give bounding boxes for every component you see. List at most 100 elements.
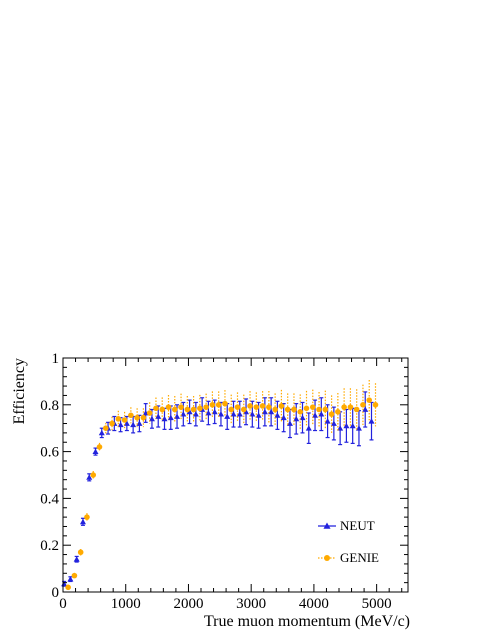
neut-point xyxy=(293,415,300,422)
legend-marker-neut xyxy=(323,522,331,529)
genie-point xyxy=(240,406,247,413)
genie-point xyxy=(353,406,360,413)
genie-point xyxy=(146,410,153,416)
neut-point xyxy=(324,418,331,424)
genie-point xyxy=(347,404,354,410)
genie-point xyxy=(96,444,103,450)
genie-point xyxy=(115,416,122,422)
x-tick-label: 3000 xyxy=(236,596,266,612)
genie-point xyxy=(372,402,379,408)
neut-point xyxy=(337,425,344,431)
axes: 0 1000 2000 3000 4000 5000 0 0.2 0.4 0.6 0.8 1 xyxy=(40,351,409,612)
neut-point xyxy=(136,420,143,426)
genie-point xyxy=(84,514,90,520)
neut-point xyxy=(280,414,287,421)
genie-point xyxy=(102,425,109,432)
x-tick-label: 0 xyxy=(59,596,67,612)
neut-point xyxy=(286,420,293,426)
genie-point xyxy=(171,406,178,413)
neut-point xyxy=(161,415,168,422)
neut-point xyxy=(299,414,306,421)
neut-point xyxy=(305,425,312,431)
neut-point xyxy=(349,422,356,429)
genie-point xyxy=(197,405,203,412)
neut-point xyxy=(73,556,80,562)
x-tick-label: 5000 xyxy=(362,596,392,612)
neut-point xyxy=(268,408,275,415)
genie-point xyxy=(203,404,209,410)
plot-area xyxy=(61,379,379,591)
neut-point xyxy=(192,411,199,417)
genie-point xyxy=(90,472,97,478)
genie-point xyxy=(278,403,285,409)
neut-point xyxy=(224,413,231,419)
genie-point xyxy=(366,397,373,403)
neut-point xyxy=(274,412,281,418)
genie-point xyxy=(209,402,216,408)
neut-point xyxy=(343,422,350,429)
neut-point xyxy=(67,576,74,582)
genie-point xyxy=(322,406,329,413)
y-tick-label: 1 xyxy=(52,351,60,367)
neut-point xyxy=(123,420,130,426)
genie-point xyxy=(109,420,115,427)
neut-point xyxy=(86,474,93,480)
genie-point xyxy=(128,412,134,419)
genie-point xyxy=(272,406,278,413)
genie-point xyxy=(341,404,347,410)
genie-point xyxy=(316,406,322,413)
legend-label-neut: NEUT xyxy=(340,518,375,533)
neut-point xyxy=(117,421,124,428)
genie-point xyxy=(71,572,78,579)
genie-point xyxy=(291,406,297,413)
y-tick-label: 0.6 xyxy=(40,445,59,461)
genie-point xyxy=(266,404,272,410)
y-tick-label: 0 xyxy=(52,585,60,601)
y-axis-label: Efficiency xyxy=(11,358,28,424)
x-tick-label: 4000 xyxy=(299,596,329,612)
genie-point xyxy=(360,402,366,408)
genie-point xyxy=(303,405,310,412)
y-tick-label: 0.2 xyxy=(40,538,59,554)
legend-marker-genie xyxy=(324,555,330,561)
genie-point xyxy=(234,404,241,410)
genie-point xyxy=(247,403,253,409)
neut-point xyxy=(249,411,256,417)
genie-point xyxy=(159,406,166,413)
neut-point xyxy=(217,411,224,417)
genie-point xyxy=(184,406,191,413)
neut-point xyxy=(186,408,193,415)
genie-point xyxy=(335,409,341,415)
genie-point xyxy=(165,404,172,410)
neut-point xyxy=(236,411,243,417)
neut-point xyxy=(211,408,218,415)
x-tick-label: 2000 xyxy=(173,596,203,612)
legend-label-genie: GENIE xyxy=(340,550,379,565)
genie-point xyxy=(153,405,159,412)
genie-point xyxy=(222,400,228,407)
neut-point xyxy=(79,518,86,525)
neut-point xyxy=(174,413,181,419)
genie-point xyxy=(309,404,316,410)
x-axis-label: True muon momentum (MeV/c) xyxy=(204,613,410,630)
y-tick-label: 0.4 xyxy=(40,491,59,507)
neut-point xyxy=(330,420,337,426)
neut-point xyxy=(167,414,174,421)
neut-point xyxy=(205,409,212,416)
genie-point xyxy=(284,406,291,413)
neut-point xyxy=(255,412,262,418)
y-tick-label: 0.8 xyxy=(40,398,59,414)
neut-point xyxy=(355,425,362,431)
genie-point xyxy=(65,584,71,591)
genie-point xyxy=(297,409,304,415)
neut-point xyxy=(368,418,375,424)
genie-point xyxy=(190,406,197,413)
neut-point xyxy=(230,411,237,417)
neut-point xyxy=(148,415,155,422)
genie-point xyxy=(328,411,335,417)
neut-point xyxy=(261,408,268,415)
neut-point xyxy=(318,411,325,417)
neut-point xyxy=(180,411,187,417)
genie-point xyxy=(77,549,84,556)
legend: NEUT GENIE xyxy=(318,518,379,565)
